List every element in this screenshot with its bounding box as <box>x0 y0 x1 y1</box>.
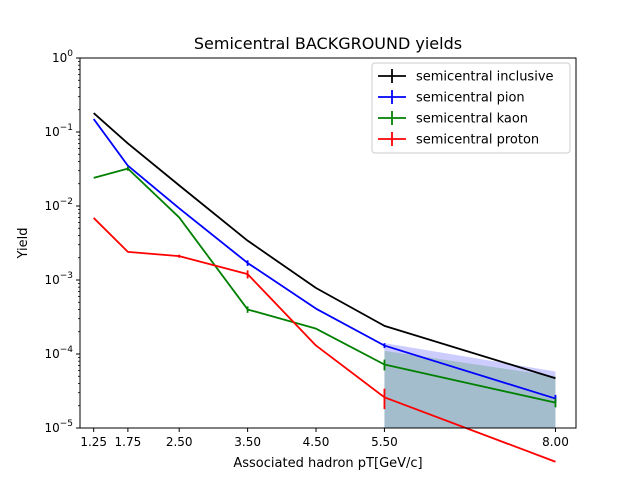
legend-item: semicentral proton <box>378 132 539 148</box>
series-1 <box>93 112 556 380</box>
legend-label: semicentral proton <box>416 133 539 148</box>
legend-item: semicentral kaon <box>378 111 528 127</box>
legend-item: semicentral pion <box>378 90 525 106</box>
y-tick-label: 10−2 <box>44 197 73 213</box>
uncertainty-band-2 <box>384 350 556 428</box>
legend-item: semicentral inclusive <box>378 69 554 85</box>
x-axis-label: Associated hadron pT[GeV/c] <box>233 456 422 471</box>
y-tick-label: 10−5 <box>44 419 73 435</box>
y-tick-label: 10−1 <box>44 123 73 139</box>
series-layer <box>92 112 557 463</box>
y-tick-label: 10−3 <box>44 271 73 287</box>
chart-title: Semicentral BACKGROUND yields <box>194 34 462 53</box>
x-tick-label: 3.50 <box>234 435 261 449</box>
legend: semicentral inclusive semicentral pion sem… <box>371 62 571 154</box>
x-tick-label: 4.50 <box>303 435 330 449</box>
series-4 <box>93 217 556 463</box>
x-axis: 1.25 1.75 2.50 3.50 4.50 5.50 8.00 <box>80 428 569 449</box>
legend-label: semicentral kaon <box>416 112 528 127</box>
series-3 <box>93 166 557 408</box>
legend-label: semicentral pion <box>416 91 525 106</box>
x-tick-label: 2.50 <box>166 435 193 449</box>
x-tick-label: 5.50 <box>371 435 398 449</box>
y-axis-label: Yield <box>16 228 31 260</box>
series-line <box>93 112 556 380</box>
legend-box <box>371 62 571 154</box>
uncertainty-band-1 <box>384 343 556 428</box>
legend-label: semicentral inclusive <box>416 70 554 85</box>
y-tick-label: 10−4 <box>44 345 73 361</box>
y-tick-label: 100 <box>52 49 73 65</box>
plot-frame <box>79 57 577 429</box>
x-tick-label: 1.75 <box>115 435 142 449</box>
x-tick-label: 1.25 <box>80 435 107 449</box>
x-tick-label: 8.00 <box>542 435 569 449</box>
y-axis: 100 10−1 10−2 10−3 10−4 10−5 <box>44 49 80 435</box>
uncertainty-bands <box>384 343 556 428</box>
